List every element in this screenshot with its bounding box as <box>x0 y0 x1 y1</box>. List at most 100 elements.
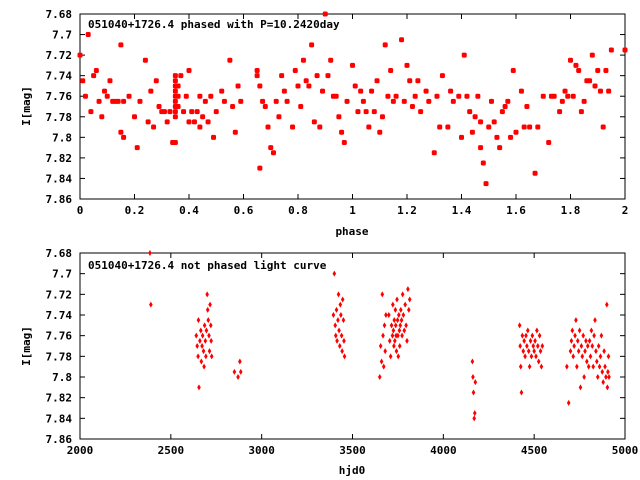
data-point <box>385 93 391 99</box>
data-point <box>605 384 610 391</box>
data-point <box>396 353 401 360</box>
data-point <box>381 363 386 370</box>
data-point <box>480 160 486 166</box>
data-point <box>317 124 323 130</box>
data-point <box>400 332 404 339</box>
data-point <box>390 98 396 104</box>
data-point <box>279 73 285 79</box>
x-tick-label: 1.8 <box>561 204 581 217</box>
data-point <box>338 301 343 308</box>
data-point <box>172 73 178 79</box>
data-point <box>208 301 212 308</box>
data-point <box>596 343 601 349</box>
data-point <box>595 374 600 380</box>
data-point <box>603 363 607 370</box>
data-point <box>186 119 192 125</box>
data-point <box>518 343 522 349</box>
data-point <box>497 145 503 151</box>
data-point <box>396 332 400 339</box>
data-point <box>336 114 342 120</box>
data-point <box>448 88 454 94</box>
data-point <box>355 109 361 115</box>
data-point <box>392 317 397 324</box>
data-point <box>232 368 237 375</box>
data-point <box>254 73 260 79</box>
data-point <box>576 68 582 74</box>
data-point <box>254 68 260 74</box>
data-point <box>197 93 203 99</box>
data-point <box>276 114 282 120</box>
data-point <box>565 363 569 370</box>
data-point <box>172 98 178 104</box>
y-tick-label: 7.7 <box>52 268 72 281</box>
data-point <box>199 327 203 334</box>
data-point <box>380 291 385 298</box>
data-point <box>164 119 170 125</box>
data-point <box>391 327 396 334</box>
data-point <box>574 317 578 324</box>
data-point <box>533 337 537 344</box>
data-point <box>200 332 205 339</box>
data-point <box>585 343 590 349</box>
data-point <box>398 322 403 329</box>
data-point <box>178 73 184 79</box>
data-point <box>529 353 534 360</box>
y-tick-label: 7.84 <box>46 172 73 185</box>
data-point <box>404 322 408 329</box>
data-point <box>336 291 341 298</box>
data-point <box>486 124 492 130</box>
data-point <box>172 139 178 145</box>
data-point <box>517 322 522 329</box>
data-point <box>471 389 476 396</box>
data-point <box>397 343 402 349</box>
data-point <box>473 379 478 386</box>
data-point <box>322 11 328 17</box>
data-point <box>306 83 312 89</box>
data-point <box>311 119 317 125</box>
data-point <box>195 343 199 349</box>
data-point <box>200 343 204 349</box>
data-point <box>407 296 412 303</box>
data-point <box>470 358 475 365</box>
data-point <box>202 322 207 329</box>
data-point <box>530 332 535 339</box>
x-tick-label: 4500 <box>521 444 548 457</box>
data-point <box>186 68 192 74</box>
data-point <box>194 332 199 339</box>
data-point <box>145 119 151 125</box>
data-point <box>371 109 377 115</box>
data-point <box>467 109 473 115</box>
data-point <box>172 78 178 84</box>
data-point <box>206 317 211 324</box>
data-point <box>290 124 296 130</box>
data-point <box>342 337 346 344</box>
data-point <box>236 374 240 380</box>
data-point <box>336 317 340 324</box>
data-point <box>175 104 181 109</box>
data-point <box>522 337 526 344</box>
data-point <box>601 379 605 386</box>
data-point <box>450 98 456 104</box>
data-point <box>393 337 397 344</box>
data-point <box>340 296 345 303</box>
data-point <box>491 119 497 125</box>
data-point <box>388 353 393 360</box>
data-point <box>401 98 407 104</box>
data-point <box>268 145 274 151</box>
data-point <box>96 98 102 104</box>
data-point <box>520 332 525 339</box>
data-point <box>535 124 541 130</box>
data-point <box>622 47 628 53</box>
data-point <box>588 353 593 360</box>
data-point <box>568 57 573 63</box>
data-point <box>606 88 612 94</box>
data-point <box>387 312 391 318</box>
data-point <box>521 348 526 355</box>
unphased-data-points <box>148 250 611 422</box>
x-tick-label: 5000 <box>612 444 639 457</box>
data-point <box>519 389 524 396</box>
y-tick-label: 7.72 <box>46 288 73 301</box>
data-point <box>573 62 579 68</box>
data-point <box>181 109 187 115</box>
data-point <box>262 104 268 109</box>
